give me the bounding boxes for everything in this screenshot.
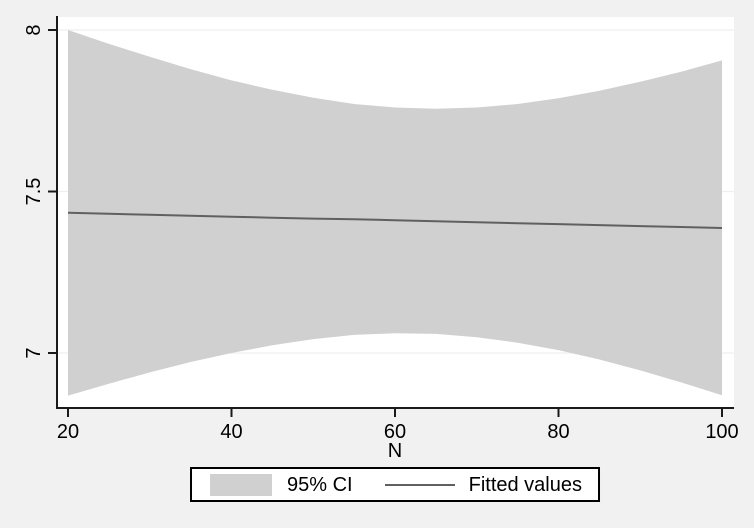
fitted-line-sample xyxy=(384,483,455,486)
x-tick-label: 20 xyxy=(57,421,79,443)
legend: 95% CI Fitted values xyxy=(190,467,600,502)
ci-band-swatch xyxy=(210,473,273,496)
fitted-legend-label: Fitted values xyxy=(468,473,582,496)
x-tick-label: 80 xyxy=(547,421,569,443)
x-tick-label: 100 xyxy=(705,421,738,443)
x-axis-title: N xyxy=(388,440,402,462)
y-tick-label: 7.5 xyxy=(23,178,45,206)
x-tick-label: 40 xyxy=(220,421,242,443)
y-tick-label: 8 xyxy=(23,24,45,35)
ci-band xyxy=(68,30,722,396)
fitted-line xyxy=(67,211,723,229)
y-tick-label: 7 xyxy=(23,347,45,358)
ci-legend-label: 95% CI xyxy=(287,473,353,496)
x-tick-label: 60 xyxy=(384,421,406,443)
